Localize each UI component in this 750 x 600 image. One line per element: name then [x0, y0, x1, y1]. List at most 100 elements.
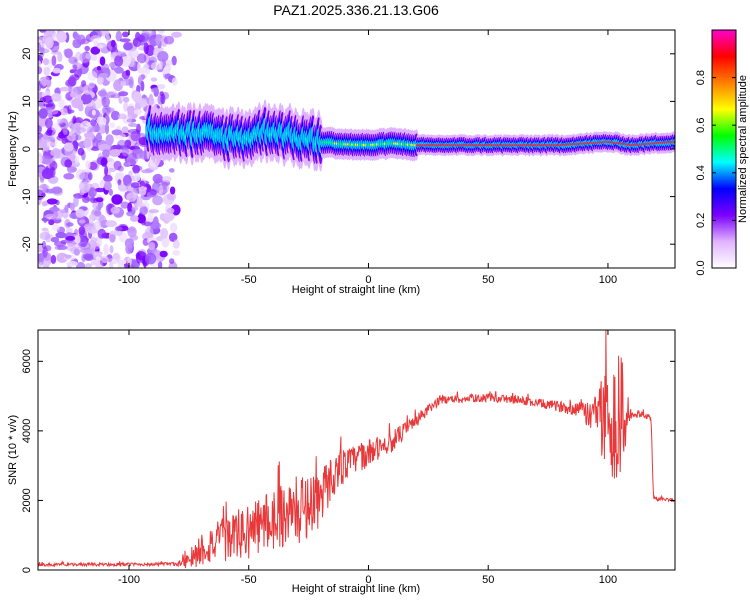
spectrogram-blob [76, 261, 86, 268]
spectrogram-blob [120, 201, 130, 209]
spectrogram-blob [133, 91, 142, 104]
spectrogram-blob [169, 168, 175, 173]
spectrogram-xtick-label: 0 [365, 274, 371, 286]
spectrogram-blob [134, 173, 141, 182]
spectrogram-blob [42, 58, 49, 66]
spectrogram-blob [67, 76, 77, 87]
spectrogram-blob [116, 51, 127, 57]
spectrogram-blob [90, 46, 101, 55]
spectrogram-blob [126, 105, 136, 114]
spectrogram-blob [171, 77, 178, 86]
spectrogram-ytick-label: 20 [21, 48, 33, 60]
spectrogram-blob [102, 149, 110, 159]
spectrogram-blob [48, 219, 55, 226]
spectrogram-blob [72, 64, 78, 72]
spectrogram-blob [96, 65, 102, 71]
spectrogram-blob [150, 77, 158, 82]
snr-ylabel: SNR (10 * v/v) [7, 415, 19, 485]
spectrogram-blob [140, 214, 146, 226]
spectrogram-blob [51, 55, 57, 67]
spectrogram-blob [136, 84, 141, 94]
spectrogram-blob [57, 52, 63, 63]
snr-frame [37, 329, 676, 571]
spectrogram-blob [94, 187, 106, 193]
spectrogram-blob [162, 176, 172, 183]
spectrogram-blob [69, 202, 75, 211]
spectrogram-blob [173, 239, 180, 249]
spectrogram-blob [59, 86, 70, 92]
spectrogram-blob [72, 115, 77, 125]
spectrogram-blob [38, 155, 43, 164]
colorbar-label: Normalized spectral amplitude [737, 75, 749, 223]
spectrogram-blob [90, 53, 98, 61]
spectrogram-blob [38, 60, 42, 67]
spectrogram-blob [57, 31, 67, 43]
spectrogram-blob [103, 174, 113, 182]
spectrogram-blob [54, 241, 67, 247]
spectrogram-blob [74, 33, 80, 40]
snr-series-line [38, 330, 675, 569]
spectrogram-blob [115, 172, 124, 178]
spectrogram-blob [120, 56, 131, 67]
spectrogram-blob [85, 160, 91, 170]
spectrogram-blob [90, 35, 101, 43]
spectrogram-blob [51, 130, 56, 140]
spectrogram-blob [39, 231, 51, 241]
spectrogram-blob [115, 226, 123, 232]
spectrogram-blob [152, 173, 163, 184]
spectrogram-blob [79, 181, 91, 194]
spectrogram-ridge-core [672, 140, 675, 144]
snr-ytick-label: 6000 [21, 349, 33, 373]
spectrogram-blob [41, 168, 54, 180]
spectrogram-ytick-label: 0 [21, 146, 33, 152]
spectrogram-blob [43, 66, 50, 77]
spectrogram-blob [159, 250, 168, 258]
colorbar: 0.0 0.2 0.4 0.6 0.8 Normalized spectral ampl… [695, 29, 749, 276]
spectrogram-blob [42, 246, 48, 258]
spectrogram-blob [87, 187, 97, 198]
spectrogram-blob [137, 67, 149, 74]
spectrogram-blob [110, 39, 116, 48]
chart-title: PAZ1.2025.336.21.13.G06 [273, 2, 439, 18]
spectrogram-blob [130, 189, 138, 199]
spectrogram-blob [157, 30, 165, 36]
spectrogram-blob [59, 108, 69, 116]
spectrogram-blob [64, 159, 73, 168]
spectrogram-blob [79, 52, 91, 63]
spectrogram-blob [128, 76, 134, 89]
spectrogram-blob [38, 66, 43, 75]
spectrogram-blob [96, 116, 107, 126]
spectrogram-blob [63, 173, 75, 180]
spectrogram-blob [38, 140, 48, 149]
spectrogram-blob [82, 84, 93, 95]
spectrogram-blob [95, 260, 104, 268]
spectrogram-blob [123, 96, 130, 103]
snr-xtick-label: -50 [241, 574, 257, 586]
spectrogram-blob [105, 220, 117, 228]
spectrogram-blob [88, 172, 93, 181]
snr-xtick-label: 50 [482, 574, 494, 586]
spectrogram-blob [92, 98, 103, 110]
spectrogram-blob [66, 222, 74, 227]
spectrogram-blob [52, 67, 61, 74]
spectrogram-blob [109, 245, 114, 254]
spectrogram-xtick-label: -100 [118, 274, 140, 286]
spectrogram-blob [100, 63, 110, 73]
colorbar-tick-label: 0.2 [695, 213, 707, 228]
spectrogram-blob [160, 93, 166, 105]
spectrogram-blob [158, 185, 164, 195]
spectrogram-blob [113, 160, 122, 171]
spectrogram-blob [151, 87, 159, 93]
spectrogram-blob [38, 48, 50, 54]
spectrogram-blob [56, 118, 64, 125]
spectrogram-blob [109, 150, 121, 157]
spectrogram-blob [144, 227, 154, 239]
colorbar-tick-label: 0.6 [695, 118, 707, 133]
spectrogram-blob [109, 122, 116, 128]
spectrogram-blob [56, 135, 65, 141]
spectrogram-blob [66, 131, 77, 142]
colorbar-tick-label: 0.4 [695, 165, 707, 180]
colorbar-tick-label: 0.0 [695, 260, 707, 275]
spectrogram-blob [95, 256, 101, 261]
spectrogram-blob [40, 76, 50, 86]
